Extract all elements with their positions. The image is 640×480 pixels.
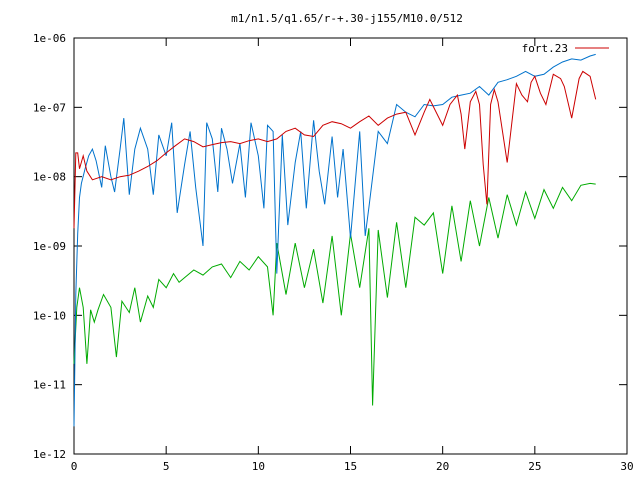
y-tick-label: 1e-07 xyxy=(33,101,66,114)
legend-label-fort-23: fort.23 xyxy=(522,42,568,55)
y-tick-label: 1e-10 xyxy=(33,309,66,322)
x-tick-label: 30 xyxy=(620,460,633,473)
x-tick-label: 5 xyxy=(163,460,170,473)
series-line-1 xyxy=(73,53,596,427)
x-tick-label: 25 xyxy=(528,460,541,473)
legend: fort.23 xyxy=(522,42,609,55)
x-tick-label: 20 xyxy=(436,460,449,473)
x-axis: 0 5 10 15 20 25 30 xyxy=(71,38,634,473)
y-tick-label: 1e-11 xyxy=(33,379,66,392)
chart-title: m1/n1.5/q1.65/r-+.30-j155/M10.0/512 xyxy=(231,12,463,25)
series-group xyxy=(73,53,597,427)
y-tick-label: 1e-08 xyxy=(33,171,66,184)
y-tick-label: 1e-09 xyxy=(33,240,66,253)
y-axis: 1e-12 1e-11 1e-10 1e-09 1e-08 1e-07 1e-06 xyxy=(33,32,627,461)
x-tick-label: 15 xyxy=(344,460,357,473)
x-tick-label: 10 xyxy=(252,460,265,473)
y-tick-label: 1e-06 xyxy=(33,32,66,45)
series-line-0 xyxy=(73,70,597,229)
series-line-2 xyxy=(73,182,596,406)
y-tick-label: 1e-12 xyxy=(33,448,66,461)
x-tick-label: 0 xyxy=(71,460,78,473)
